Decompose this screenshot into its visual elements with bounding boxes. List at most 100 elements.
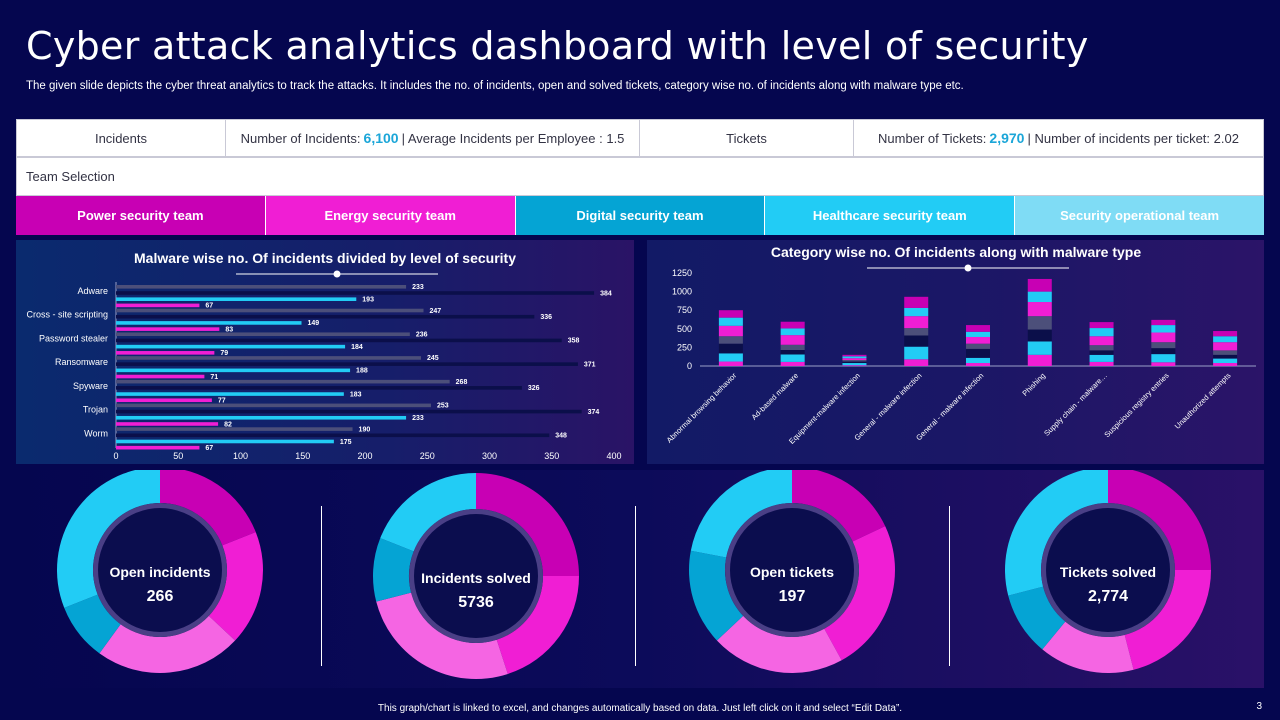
stacked-bar-segment (842, 356, 867, 359)
x-tick-label: 50 (173, 451, 183, 461)
divider (635, 506, 636, 666)
bar (116, 403, 431, 408)
data-label: 77 (218, 398, 226, 405)
category-label: Equipment-malware infection (787, 371, 862, 446)
bar (116, 374, 205, 379)
donut-segment (792, 470, 886, 542)
category-label: Trojan (83, 405, 108, 415)
category-label: Abnormal browsing behavior (665, 371, 739, 445)
team-tab-power[interactable]: Power security team (16, 196, 266, 235)
stacked-bar-segment (1151, 332, 1176, 343)
stacked-bar-segment (1089, 350, 1114, 355)
stacked-bar-segment (780, 335, 805, 345)
data-label: 371 (584, 361, 596, 368)
team-tab-healthcare[interactable]: Healthcare security team (765, 196, 1016, 235)
donut-segment (689, 550, 744, 641)
donut-segment (690, 470, 792, 558)
stacked-bar-segment (780, 354, 805, 362)
category-stacked-chart[interactable]: Category wise no. Of incidents along wit… (647, 240, 1264, 464)
category-label: Unauthorized attempts (1173, 371, 1233, 431)
x-tick-label: 300 (482, 451, 497, 461)
stacked-bar-segment (780, 344, 805, 351)
y-tick-label: 0 (687, 361, 692, 371)
y-tick-label: 1000 (672, 287, 692, 297)
data-label: 183 (350, 391, 362, 398)
incidents-suffix: | Average Incidents per Employee : 1.5 (401, 130, 625, 146)
donut-segment (1042, 621, 1134, 673)
category-label: Adware (77, 286, 108, 296)
donut-segment (716, 615, 842, 673)
stacked-bar-segment (904, 335, 929, 347)
stacked-bar-segment (1027, 329, 1052, 342)
bar (116, 409, 582, 414)
stacked-bar-segment (1213, 331, 1238, 337)
malware-bar-chart[interactable]: Malware wise no. Of incidents divided by… (16, 240, 634, 464)
stacked-bar-segment (718, 343, 743, 354)
team-tab-energy[interactable]: Energy security team (265, 196, 516, 235)
category-label: General - malware infection (852, 371, 923, 442)
donut-segment (99, 615, 236, 673)
donut-value: 2,774 (1087, 588, 1129, 605)
data-label: 188 (356, 368, 368, 375)
y-tick-label: 1250 (672, 268, 692, 278)
kpi-row: Incidents Number of Incidents: 6,100 | A… (16, 119, 1264, 157)
data-label: 374 (588, 409, 600, 416)
team-tab-security-operational[interactable]: Security operational team (1015, 196, 1264, 235)
stacked-bar-segment (904, 316, 929, 329)
stacked-bar-segment (1089, 354, 1114, 362)
stacked-bar-segment (1151, 362, 1176, 366)
donut-segment (208, 532, 263, 641)
bar (116, 338, 562, 343)
stacked-bar-segment (1213, 336, 1238, 343)
data-label: 268 (456, 379, 468, 386)
data-label: 82 (224, 421, 232, 428)
bar (116, 439, 334, 444)
data-label: 247 (430, 308, 442, 315)
donut-hole (730, 508, 854, 632)
incidents-count: 6,100 (363, 130, 399, 146)
bar (116, 351, 215, 355)
donut-label-incidents-solved: Incidents solved 5736 (396, 570, 556, 612)
chart-title: Malware wise no. Of incidents divided by… (134, 250, 516, 266)
donut-area: Open incidents 266 Incidents solved 5736… (16, 470, 1264, 688)
stacked-bar-segment (1089, 328, 1114, 337)
bar (116, 368, 351, 373)
x-tick-label: 400 (606, 451, 621, 461)
stacked-bar-segment (966, 331, 990, 337)
donut-label-open-incidents: Open incidents 266 (80, 564, 240, 606)
tickets-summary: Number of Tickets: 2,970 | Number of inc… (854, 120, 1263, 156)
stacked-bar-segment (842, 361, 867, 364)
bar (116, 332, 410, 337)
title-dot (333, 270, 341, 278)
divider (321, 506, 322, 666)
donut-segment (476, 473, 579, 576)
stacked-bar-segment (904, 346, 929, 360)
donut-segment (1005, 470, 1108, 596)
data-label: 149 (308, 320, 320, 327)
stacked-bar-segment (1027, 316, 1052, 330)
stacked-bar-segment (780, 321, 805, 329)
data-label: 233 (412, 415, 424, 422)
stacked-bar-segment (780, 328, 805, 336)
x-tick-label: 200 (357, 451, 372, 461)
data-label: 83 (225, 326, 233, 333)
stacked-bar-segment (718, 353, 743, 362)
bar (116, 392, 344, 396)
stacked-bar-segment (1027, 291, 1052, 303)
y-tick-label: 500 (677, 324, 692, 334)
donut-hole (1046, 508, 1170, 632)
donut-charts[interactable] (16, 470, 1264, 688)
team-tab-digital[interactable]: Digital security team (515, 196, 766, 235)
y-tick-label: 250 (677, 342, 692, 352)
category-label: Supply chain - malware… (1042, 371, 1109, 438)
data-label: 253 (437, 403, 449, 410)
stacked-bar-segment (842, 354, 867, 357)
stacked-bar-segment (718, 310, 743, 318)
bar (116, 415, 407, 420)
stacked-bar-segment (966, 343, 990, 349)
donut-hole (414, 514, 538, 638)
stacked-bar-segment (718, 317, 743, 326)
stacked-bar-segment (1213, 363, 1238, 366)
tickets-label: Tickets (640, 120, 854, 156)
tickets-prefix: Number of Tickets: (878, 130, 987, 146)
